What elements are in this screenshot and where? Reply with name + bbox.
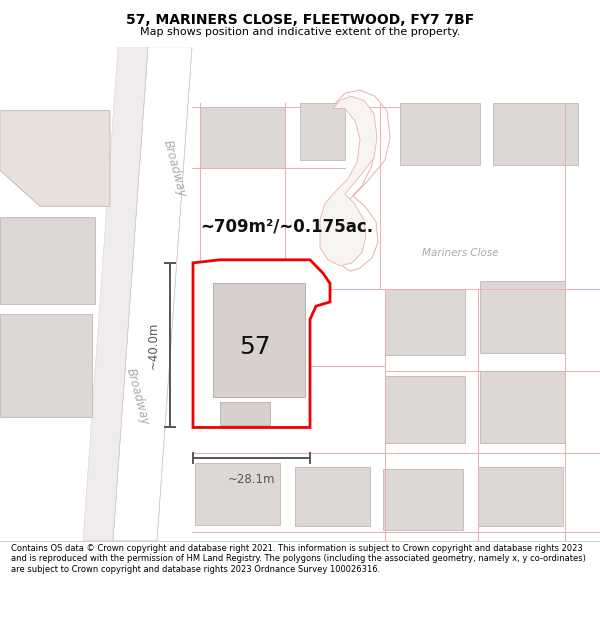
Polygon shape	[220, 402, 270, 426]
Bar	[383, 469, 463, 531]
Text: 57: 57	[239, 335, 271, 359]
Polygon shape	[0, 111, 110, 206]
Text: 57, MARINERS CLOSE, FLEETWOOD, FY7 7BF: 57, MARINERS CLOSE, FLEETWOOD, FY7 7BF	[126, 13, 474, 27]
Bar	[200, 106, 285, 168]
Polygon shape	[83, 47, 148, 541]
Text: ~28.1m: ~28.1m	[228, 472, 275, 486]
Bar	[385, 289, 465, 356]
Bar	[480, 371, 565, 443]
Bar	[400, 104, 480, 165]
Bar	[300, 104, 345, 160]
Text: Mariners Close: Mariners Close	[422, 248, 499, 258]
Polygon shape	[330, 90, 390, 271]
Text: ~709m²/~0.175ac.: ~709m²/~0.175ac.	[200, 218, 373, 236]
Polygon shape	[193, 260, 330, 428]
Text: ~40.0m: ~40.0m	[147, 321, 160, 369]
Bar	[480, 281, 565, 353]
Polygon shape	[213, 284, 305, 397]
Polygon shape	[0, 314, 92, 418]
Bar	[493, 104, 578, 165]
Bar	[195, 464, 280, 525]
Text: Contains OS data © Crown copyright and database right 2021. This information is : Contains OS data © Crown copyright and d…	[11, 544, 586, 574]
Polygon shape	[320, 96, 377, 266]
Polygon shape	[113, 47, 192, 541]
Text: Map shows position and indicative extent of the property.: Map shows position and indicative extent…	[140, 26, 460, 36]
Bar	[478, 466, 563, 526]
Text: Broadway: Broadway	[124, 366, 152, 427]
Bar	[295, 466, 370, 526]
Text: Broadway: Broadway	[161, 138, 189, 198]
Polygon shape	[0, 217, 95, 304]
Bar	[385, 376, 465, 443]
